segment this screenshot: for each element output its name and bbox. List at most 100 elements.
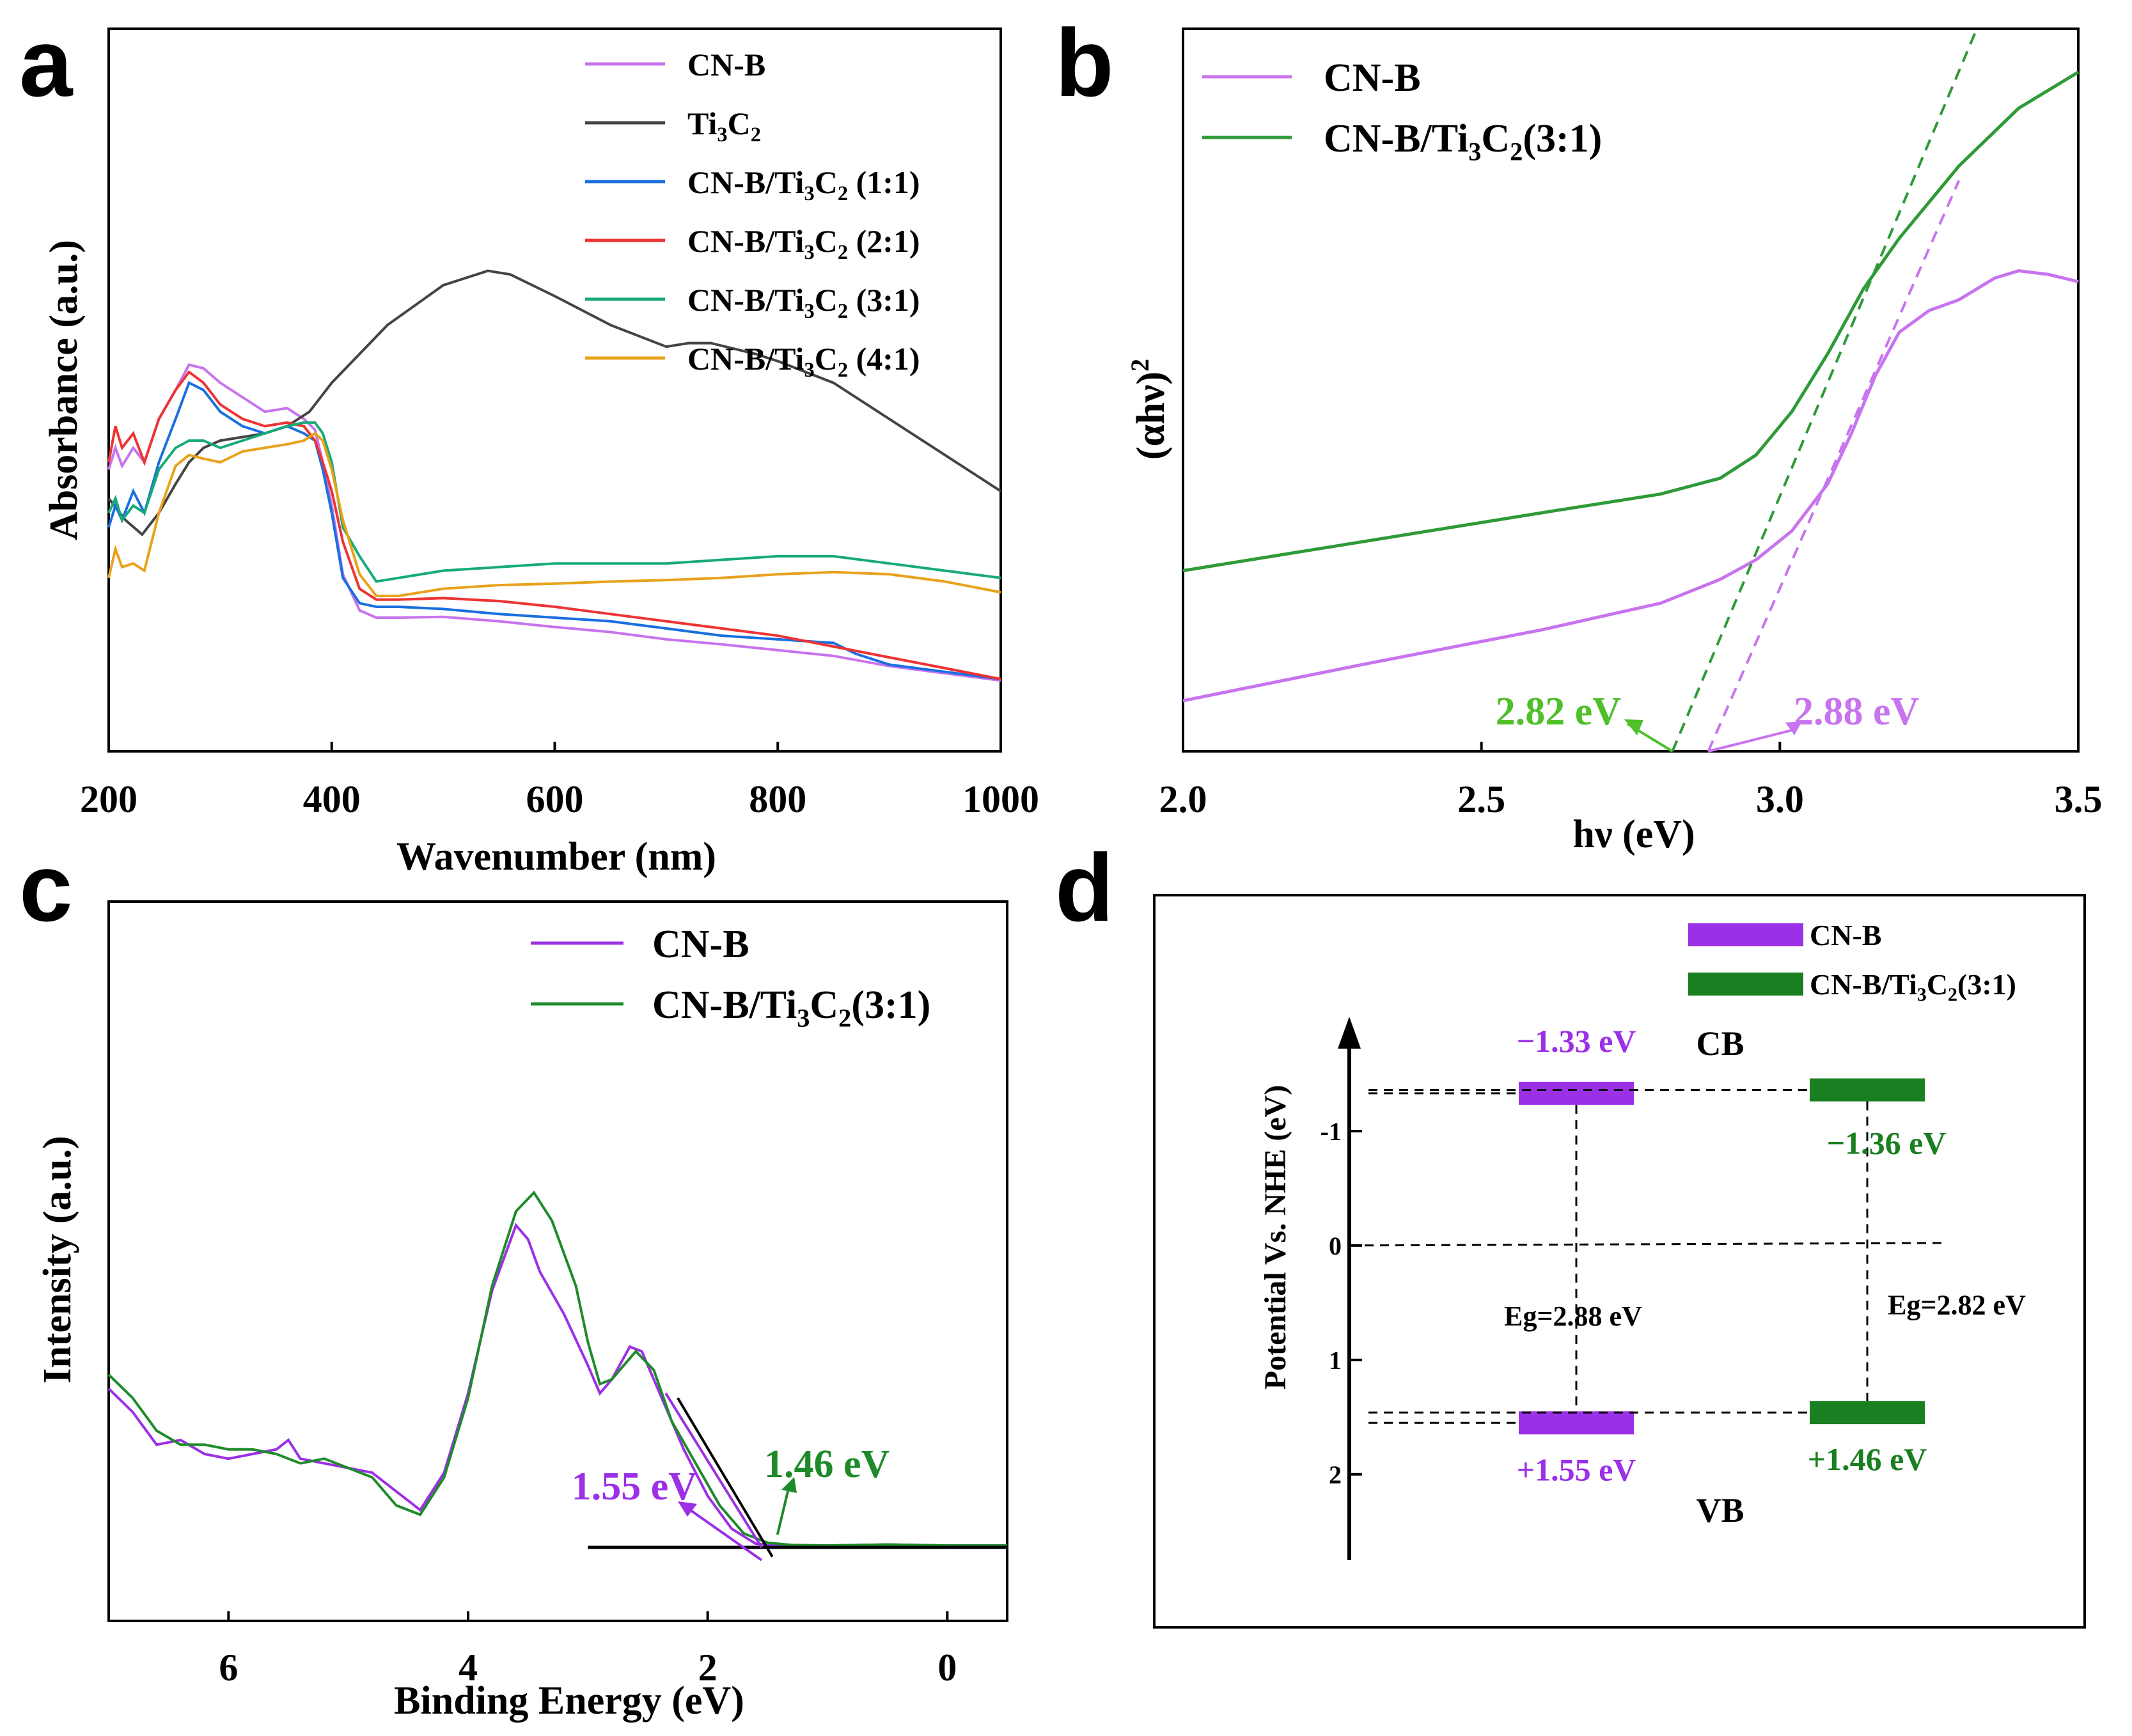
panel-c-frame <box>107 900 1008 1622</box>
d-yaxis-arrowhead <box>1338 1017 1361 1049</box>
a-legend-label-1: Ti3C2 <box>687 106 761 146</box>
a-legend-label-4-tail-rest: (3:1) <box>848 282 920 318</box>
d-vb-label-1: +1.46 eV <box>1808 1441 1927 1477</box>
d-legend-label-1: CN-B/Ti3C2(3:1) <box>1810 968 2016 1005</box>
d-vb-bar-0 <box>1519 1411 1634 1435</box>
a-xtick-label-3: 800 <box>749 778 806 820</box>
d-ytick-label-2: 1 <box>1329 1346 1342 1375</box>
a-xtick-label-1: 400 <box>303 778 361 820</box>
d-ytick-label-1: 0 <box>1329 1232 1342 1260</box>
c-legend-label-0-main: CN-B <box>652 923 749 966</box>
a-xtick-label-2: 600 <box>526 778 584 820</box>
c-legend-label-0: CN-B <box>652 923 749 966</box>
a-series-line-0 <box>107 363 1001 682</box>
a-legend-label-1-main: Ti <box>687 106 717 141</box>
b-annot-arrowhead-0 <box>1624 719 1643 735</box>
a-legend-label-3-main: CN-B/Ti <box>687 223 804 259</box>
panel-d-legend: CN-B CN-B/Ti3C2(3:1) <box>1688 919 2016 1005</box>
panel-d-ylabel: Potential Vs. NHE (eV) <box>1258 1085 1292 1389</box>
a-legend-label-2-tail-sub: 2 <box>838 182 848 205</box>
b-legend-label-0-main: CN-B <box>1324 56 1421 100</box>
a-legend-label-3: CN-B/Ti3C2 (2:1) <box>687 223 920 264</box>
a-legend-label-3-tail-sub: 2 <box>838 241 848 264</box>
a-legend-label-0: CN-B <box>687 47 765 82</box>
c-annot-arrowhead-0 <box>678 1501 697 1517</box>
panel-a-chart: 200 400 600 800 1000 Wavenumber (nm) Absorba… <box>42 27 1039 879</box>
d-legend-label-0-main: CN-B <box>1810 919 1881 951</box>
a-xtick-label-0: 200 <box>80 778 137 820</box>
a-series-line-5 <box>107 432 1001 597</box>
d-zero-line <box>1349 1242 1945 1247</box>
b-legend-label-1-tail-sub: 2 <box>1510 137 1523 166</box>
c-xtick-label-2: 2 <box>698 1646 717 1689</box>
b-annot-arrow-1 <box>1707 728 1798 753</box>
a-legend-label-4-tail-c: C <box>815 282 838 318</box>
a-xtick-label-4: 1000 <box>962 778 1039 820</box>
d-cb-bar-1 <box>1810 1078 1925 1102</box>
panel-a-xlabel: Wavenumber (nm) <box>396 835 716 879</box>
c-legend-label-1-tail-sub: 2 <box>838 1004 851 1033</box>
a-series-line-1 <box>107 269 1002 536</box>
b-tangent-1 <box>1671 28 1979 752</box>
b-annot-arrowhead-1 <box>1785 721 1802 735</box>
a-legend-label-1-tail-c: C <box>728 106 751 141</box>
a-series-line-4 <box>107 421 1001 583</box>
panel-letter-d: d <box>1055 834 1114 941</box>
b-series-line-0 <box>1182 269 2079 703</box>
panel-b-chart: 2.82 eV 2.88 eV 2.0 2.5 3.0 3.5 hν (eV) (αhν… <box>1125 27 2103 856</box>
a-legend-label-3-tail-c: C <box>815 223 838 259</box>
panel-letter-c: c <box>19 834 72 941</box>
panel-b-legend: CN-B CN-B/Ti3C2(3:1) <box>1202 56 1602 166</box>
c-legend-label-1-tail-rest: (3:1) <box>851 983 930 1027</box>
a-legend-label-2-tail-c: C <box>815 164 838 200</box>
d-cb-band-label: CB <box>1696 1024 1744 1063</box>
a-legend-label-1-tail-sub: 2 <box>751 123 761 146</box>
b-annot-label-0: 2.82 eV <box>1496 690 1622 733</box>
panel-d-frame <box>1153 894 2086 1629</box>
d-legend-label-1-sub: 3 <box>1917 984 1927 1005</box>
a-legend-label-2-sub: 3 <box>804 182 814 205</box>
a-legend-label-5-sub: 3 <box>804 359 814 382</box>
a-legend-label-4-sub: 3 <box>804 300 814 323</box>
a-series-line-3 <box>107 370 1001 680</box>
panel-c-legend: CN-B CN-B/Ti3C2(3:1) <box>531 923 930 1033</box>
a-legend-label-0-main: CN-B <box>687 47 765 82</box>
panel-b-xlabel: hν (eV) <box>1572 813 1695 856</box>
b-xtick-label-0: 2.0 <box>1159 778 1207 820</box>
b-legend-label-1: CN-B/Ti3C2(3:1) <box>1324 117 1602 166</box>
a-legend-label-3-tail-rest: (2:1) <box>848 223 920 259</box>
a-legend-label-5-tail-c: C <box>815 341 838 377</box>
c-legend-label-1: CN-B/Ti3C2(3:1) <box>652 983 930 1033</box>
c-annot-arrow-1 <box>776 1483 791 1535</box>
d-legend-label-1-tail-sub: 2 <box>1948 984 1957 1005</box>
b-legend-label-1-tail-rest: (3:1) <box>1523 117 1602 160</box>
d-cb-bar-0 <box>1519 1081 1634 1105</box>
a-legend-label-4: CN-B/Ti3C2 (3:1) <box>687 282 920 323</box>
d-vb-band-label: VB <box>1696 1491 1744 1529</box>
d-legend-label-1-tail-rest: (3:1) <box>1957 968 2016 1001</box>
d-legend-label-0: CN-B <box>1810 919 1881 951</box>
c-tangent-1 <box>677 1397 774 1558</box>
a-legend-label-1-sub: 3 <box>717 123 727 146</box>
d-cb-label-1: −1.36 eV <box>1827 1125 1947 1161</box>
c-series-line-1 <box>107 1190 1007 1547</box>
c-annot-arrowhead-1 <box>781 1477 797 1493</box>
panel-a-frame <box>107 27 1002 753</box>
a-legend-label-5-tail-sub: 2 <box>838 359 848 382</box>
c-series-line-0 <box>107 1223 1007 1547</box>
a-legend-label-5: CN-B/Ti3C2 (4:1) <box>687 341 920 382</box>
b-legend-label-0: CN-B <box>1324 56 1421 100</box>
b-tangent-0 <box>1707 180 1961 752</box>
d-eg-label-0: Eg=2.88 eV <box>1504 1301 1642 1332</box>
panel-d-diagram: -1 0 1 2 −1.33 eV +1.55 eV Eg=2.88 eV −1.36 eV +… <box>1153 894 2086 1629</box>
d-eg-label-1: Eg=2.82 eV <box>1888 1289 2026 1320</box>
d-vb-label-0: +1.55 eV <box>1517 1451 1636 1487</box>
d-ytick-label-3: 2 <box>1329 1460 1342 1489</box>
c-tangent-0 <box>664 1393 763 1549</box>
a-legend-label-5-main: CN-B/Ti <box>687 341 804 377</box>
a-legend-label-3-sub: 3 <box>804 241 814 264</box>
c-xtick-label-3: 0 <box>937 1646 957 1689</box>
b-legend-label-1-tail-c: C <box>1481 117 1510 160</box>
